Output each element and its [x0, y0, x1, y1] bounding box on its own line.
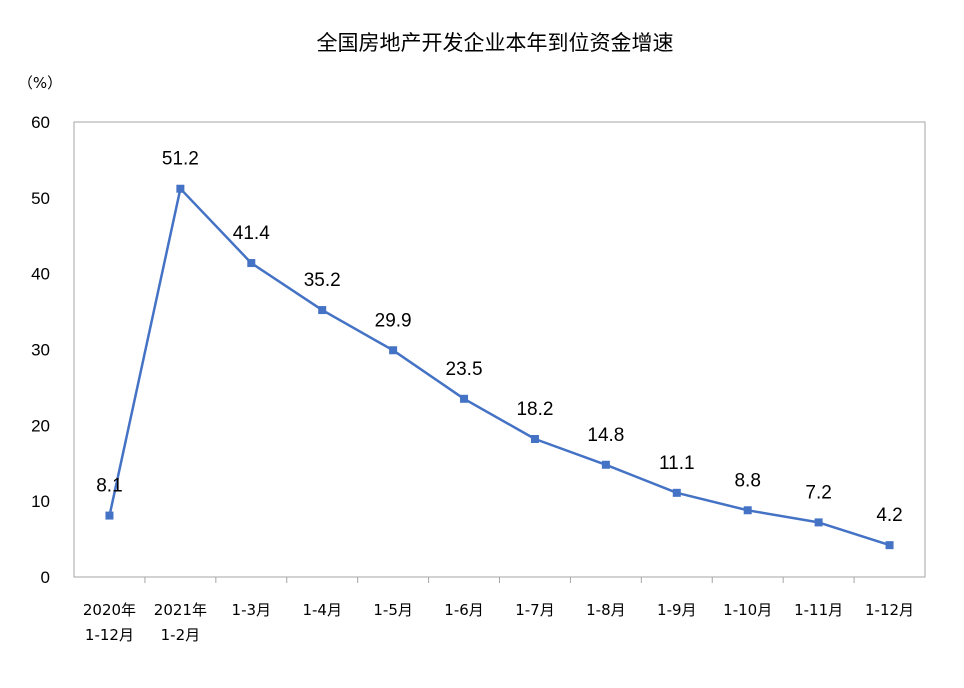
- y-tick-label: 40: [31, 265, 50, 284]
- data-point-marker: [814, 518, 823, 527]
- x-tick-label: 1-3月: [232, 601, 272, 619]
- data-point-marker: [247, 259, 256, 268]
- x-tick-label: 1-2月: [161, 626, 201, 644]
- data-label: 51.2: [162, 149, 199, 170]
- data-point-marker: [176, 184, 185, 193]
- y-axis: 0 10 20 30 40 50 60: [31, 113, 50, 587]
- data-label: 4.2: [876, 505, 902, 526]
- x-tick-label: 1-4月: [302, 601, 342, 619]
- x-tick-label: 2020年: [83, 601, 136, 619]
- data-point-marker: [672, 488, 681, 497]
- x-axis: 2020年 1-12月 2021年 1-2月 1-3月 1-4月 1-5月 1-6月 1-7月 1…: [83, 577, 914, 644]
- data-label: 23.5: [446, 359, 483, 380]
- data-point-marker: [318, 306, 327, 315]
- y-tick-label: 20: [31, 416, 50, 435]
- x-tick-label: 1-12月: [85, 626, 134, 644]
- data-point-marker: [460, 394, 469, 403]
- data-label: 7.2: [805, 482, 831, 503]
- y-tick-label: 50: [31, 189, 50, 208]
- x-tick-label: 1-7月: [515, 601, 555, 619]
- series-line: [105, 184, 894, 550]
- x-tick-label: 1-11月: [794, 601, 843, 619]
- data-label: 18.2: [516, 399, 553, 420]
- data-label: 8.8: [734, 470, 760, 491]
- y-tick-label: 0: [41, 568, 50, 587]
- data-point-marker: [885, 541, 894, 550]
- y-axis-unit: （%）: [18, 74, 62, 92]
- x-tick-label: 1-8月: [586, 601, 626, 619]
- y-tick-label: 10: [31, 492, 50, 511]
- y-tick-label: 60: [31, 113, 50, 132]
- series-line-path: [108, 187, 890, 547]
- data-labels: 8.1 51.2 41.4 35.2 29.9 23.5 18.2 14.8 11.1 8.8 7.…: [96, 149, 903, 526]
- x-tick-label: 1-5月: [373, 601, 413, 619]
- data-label: 29.9: [375, 310, 412, 331]
- data-point-marker: [389, 346, 398, 355]
- x-tick-label: 2021年: [154, 601, 207, 619]
- data-label: 35.2: [304, 270, 341, 291]
- data-point-marker: [105, 511, 114, 520]
- plot-area-frame: [73, 121, 926, 578]
- data-point-marker: [530, 434, 539, 443]
- data-label: 41.4: [233, 223, 270, 244]
- data-label: 14.8: [587, 425, 624, 446]
- x-tick-label: 1-10月: [723, 601, 772, 619]
- data-point-marker: [601, 460, 610, 469]
- chart-title: 全国房地产开发企业本年到位资金增速: [317, 31, 674, 55]
- x-tick-label: 1-12月: [865, 601, 914, 619]
- data-label: 11.1: [659, 453, 695, 474]
- x-tick-label: 1-6月: [444, 601, 484, 619]
- data-label: 8.1: [96, 476, 122, 497]
- y-tick-label: 30: [31, 341, 50, 360]
- data-point-marker: [743, 506, 752, 515]
- x-tick-label: 1-9月: [657, 601, 697, 619]
